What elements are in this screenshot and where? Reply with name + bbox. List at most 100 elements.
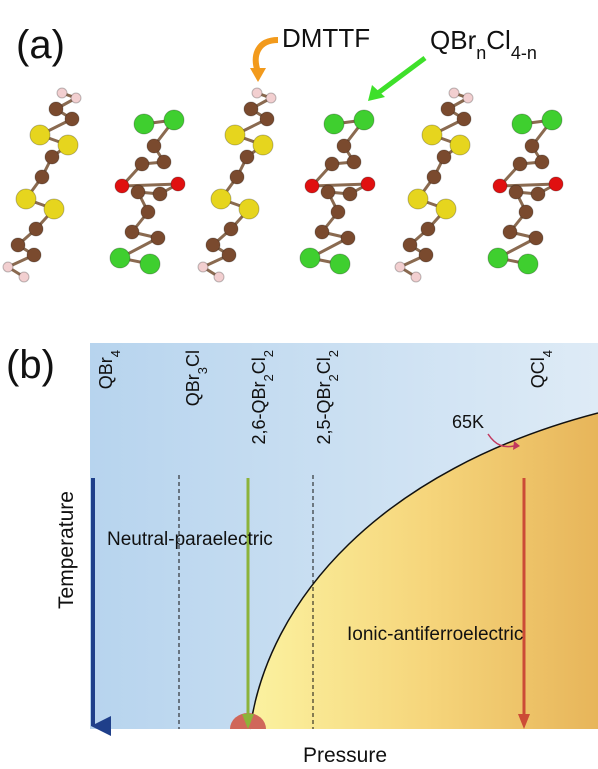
atom [115, 179, 129, 193]
atom [110, 248, 130, 268]
atom [436, 199, 456, 219]
atom [171, 177, 185, 191]
atom [135, 157, 149, 171]
axis-label: Pressure [303, 744, 387, 767]
bond [312, 184, 368, 186]
temperature-label: 65K [452, 412, 484, 432]
atom [324, 114, 344, 134]
atom [343, 187, 357, 201]
atom [244, 102, 258, 116]
phase-label: Ionic-antiferroelectric [347, 624, 523, 645]
atom [30, 125, 50, 145]
atom [331, 205, 345, 219]
atom [65, 112, 79, 126]
atom [395, 262, 405, 272]
subscript: 4-n [511, 43, 537, 63]
atom [427, 170, 441, 184]
subscript: 2 [261, 350, 276, 357]
atom [153, 187, 167, 201]
atom [19, 272, 29, 282]
atom [450, 135, 470, 155]
phase-label: Neutral-paraelectric [107, 529, 273, 550]
molecule-stack [3, 88, 563, 282]
atom [457, 112, 471, 126]
text-part: Cl [486, 25, 511, 55]
atom [134, 114, 154, 134]
panel-label: (a) [16, 23, 65, 67]
atom [525, 139, 539, 153]
panel-a: (a) DMTTF QBrnCl4-n [3, 23, 563, 282]
atom [354, 110, 374, 130]
axis-label: Temperature [55, 491, 78, 609]
atom [131, 185, 145, 199]
atom [3, 262, 13, 272]
atom [321, 185, 335, 199]
atom [503, 225, 517, 239]
atom [222, 248, 236, 262]
atom [441, 102, 455, 116]
text-part: Cl [249, 357, 269, 374]
atom [141, 205, 155, 219]
pointer-arrow [378, 58, 425, 93]
atom [347, 155, 361, 169]
atom [211, 189, 231, 209]
atom [151, 231, 165, 245]
atom [361, 177, 375, 191]
atom [239, 199, 259, 219]
atom [224, 222, 238, 236]
atom [27, 248, 41, 262]
bond [122, 184, 178, 186]
pointer-arrow-head [250, 68, 266, 82]
atom [542, 110, 562, 130]
atom [463, 93, 473, 103]
atom [300, 248, 320, 268]
atom [11, 238, 25, 252]
atom [157, 155, 171, 169]
atom [49, 102, 63, 116]
atom [421, 222, 435, 236]
subscript: 3 [195, 367, 210, 374]
atom [29, 222, 43, 236]
text-part: Cl [314, 357, 334, 374]
atom [315, 225, 329, 239]
text-part: Cl [183, 350, 203, 367]
atom [403, 238, 417, 252]
atom [260, 112, 274, 126]
atom [519, 205, 533, 219]
atom [125, 225, 139, 239]
subscript: 4 [108, 350, 123, 357]
atom [35, 170, 49, 184]
atom [214, 272, 224, 282]
text-part: 2,6-QBr [249, 381, 269, 444]
text-part: QCl [528, 357, 548, 388]
atom [337, 139, 351, 153]
atom [164, 110, 184, 130]
atom [45, 150, 59, 164]
subscript: 4 [540, 350, 555, 357]
atom [252, 88, 262, 98]
atom [518, 254, 538, 274]
atom [325, 157, 339, 171]
atom [225, 125, 245, 145]
figure: (a) DMTTF QBrnCl4-n (b) QBr4QBr3Cl2,6-QB… [0, 0, 598, 769]
atom [509, 185, 523, 199]
atom [16, 189, 36, 209]
atom [513, 157, 527, 171]
atom [529, 231, 543, 245]
atom [437, 150, 451, 164]
atom [305, 179, 319, 193]
subscript: 2 [326, 350, 341, 357]
atom [240, 150, 254, 164]
atom [449, 88, 459, 98]
atom [341, 231, 355, 245]
atom [44, 199, 64, 219]
subscript: n [476, 43, 486, 63]
atom [71, 93, 81, 103]
atom [57, 88, 67, 98]
panel-label: (b) [6, 343, 55, 387]
atom [419, 248, 433, 262]
subscript: 2 [261, 374, 276, 381]
text-part: 2,5-QBr [314, 381, 334, 444]
panel-b: (b) QBr4QBr3Cl2,6-QBr2Cl22,5-QBr2Cl2QCl4… [6, 343, 598, 767]
subscript: 2 [326, 374, 341, 381]
